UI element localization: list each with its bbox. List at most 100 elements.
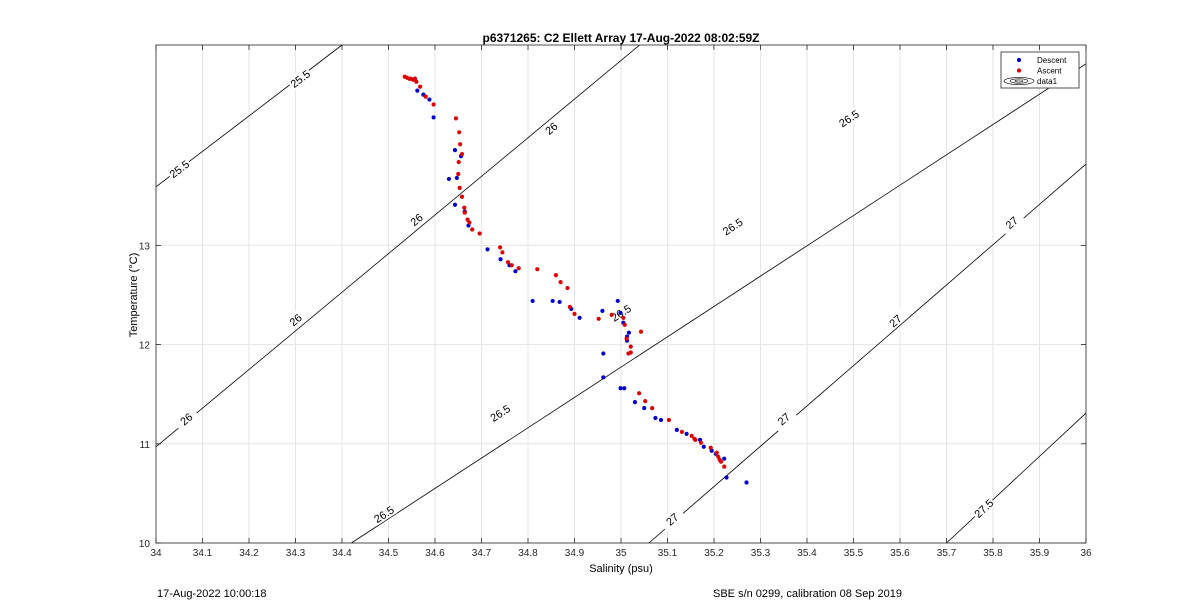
data-point-ascent bbox=[596, 316, 601, 321]
isopycnal-label-bg bbox=[172, 405, 200, 432]
isopycnal-label-bg bbox=[770, 405, 797, 432]
isopycnal-label-bg bbox=[881, 307, 909, 334]
x-tick-label: 34 bbox=[150, 548, 162, 559]
data-point-ascent bbox=[456, 159, 461, 165]
chart-title: p6371265: C2 Ellett Array 17-Aug-2022 08… bbox=[482, 31, 759, 45]
legend-marker-ascent bbox=[1016, 68, 1022, 73]
data-point-descent bbox=[513, 269, 518, 274]
x-tick-label: 36 bbox=[1080, 548, 1092, 559]
data-point-ascent bbox=[505, 260, 511, 265]
isopycnal-27-5 bbox=[946, 412, 1087, 544]
y-tick-label: 13 bbox=[139, 241, 151, 252]
data-point-ascent bbox=[714, 450, 719, 455]
data-point-ascent bbox=[708, 445, 713, 450]
data-point-descent bbox=[722, 456, 727, 461]
data-point-descent bbox=[674, 427, 679, 433]
data-point-ascent bbox=[565, 285, 570, 291]
data-point-ascent bbox=[516, 266, 521, 271]
data-point-ascent bbox=[624, 336, 629, 341]
series-ascent bbox=[402, 74, 727, 469]
data-point-descent bbox=[577, 315, 582, 320]
data-point-descent bbox=[431, 115, 436, 120]
data-point-descent bbox=[658, 417, 664, 423]
x-tick-label: 35.9 bbox=[1030, 548, 1050, 559]
isopycnal-label-bg bbox=[281, 306, 309, 333]
data-point-ascent bbox=[500, 250, 505, 255]
x-tick-label: 34.3 bbox=[286, 548, 306, 559]
isopycnal-label-bg bbox=[718, 214, 746, 239]
x-tick-label: 34.8 bbox=[518, 548, 538, 559]
data-point-descent bbox=[622, 386, 627, 391]
isopycnal-label-bg bbox=[286, 65, 314, 91]
y-tick-label: 11 bbox=[140, 440, 151, 451]
legend-box bbox=[1000, 51, 1080, 89]
data-point-ascent bbox=[689, 433, 694, 438]
data-point-ascent bbox=[456, 171, 461, 177]
data-point-ascent bbox=[418, 84, 423, 89]
data-point-ascent bbox=[622, 322, 627, 327]
data-point-descent bbox=[601, 351, 606, 356]
data-point-ascent bbox=[553, 273, 559, 278]
data-point-descent bbox=[684, 431, 689, 436]
data-point-descent bbox=[427, 97, 432, 102]
data-point-descent bbox=[618, 310, 623, 315]
isopycnal-26 bbox=[155, 44, 640, 448]
data-point-ascent bbox=[572, 311, 577, 316]
grid-lines bbox=[155, 45, 1087, 544]
data-point-ascent bbox=[459, 152, 465, 157]
data-point-descent bbox=[701, 444, 706, 449]
isopycnal-label-bg bbox=[970, 494, 997, 521]
data-point-ascent bbox=[457, 185, 462, 190]
x-tick-label: 34.4 bbox=[332, 548, 352, 559]
x-tick-label: 35 bbox=[615, 548, 627, 559]
data-point-descent bbox=[632, 400, 638, 405]
data-point-ascent bbox=[453, 116, 459, 121]
footer-timestamp: 17-Aug-2022 10:00:18 bbox=[157, 588, 267, 600]
data-point-ascent bbox=[628, 344, 633, 349]
isopycnal-26-5 bbox=[351, 63, 1087, 544]
isopycnal-label-bg bbox=[165, 156, 193, 182]
data-point-descent bbox=[600, 308, 605, 313]
contour-ring bbox=[1014, 79, 1024, 83]
data-point-descent bbox=[415, 88, 420, 93]
footer-calibration: SBE s/n 0299, calibration 08 Sep 2019 bbox=[713, 588, 902, 600]
x-tick-label: 35.4 bbox=[797, 548, 817, 559]
axis-ticks: 34 34.1 34.2 34.3 34.4 34.5 34.6 34.7 34.8 34.9 35… bbox=[139, 45, 1092, 559]
data-point-descent bbox=[452, 148, 458, 153]
data-point-ascent bbox=[626, 351, 631, 356]
isopycnal-label-bg bbox=[997, 209, 1025, 235]
y-axis-label: Temperature (°C) bbox=[128, 253, 140, 337]
x-tick-label: 35.2 bbox=[704, 548, 724, 559]
x-tick-label: 35.6 bbox=[890, 548, 910, 559]
legend-contour-icon bbox=[1003, 77, 1035, 85]
data-point-ascent bbox=[414, 79, 419, 84]
data-point-descent bbox=[446, 176, 452, 182]
data-point-ascent bbox=[650, 405, 655, 411]
data-point-ascent bbox=[693, 437, 698, 442]
data-point-descent bbox=[724, 475, 729, 480]
data-point-ascent bbox=[718, 459, 724, 464]
data-point-ascent bbox=[467, 220, 472, 225]
data-point-ascent bbox=[621, 315, 626, 320]
data-point-descent bbox=[454, 175, 459, 181]
data-point-ascent bbox=[722, 464, 727, 469]
x-tick-label: 34.1 bbox=[193, 548, 213, 559]
x-tick-label: 35.3 bbox=[751, 548, 771, 559]
data-point-ascent bbox=[477, 231, 482, 236]
legend-label: Descent bbox=[1037, 56, 1067, 65]
data-point-ascent bbox=[637, 391, 642, 396]
data-point-descent bbox=[498, 257, 503, 262]
contour-ring bbox=[1009, 78, 1029, 84]
x-tick-label: 35.8 bbox=[983, 548, 1003, 559]
legend-marker-descent bbox=[1016, 57, 1022, 63]
data-point-ascent bbox=[458, 142, 463, 147]
y-tick-label: 10 bbox=[139, 539, 151, 550]
data-point-descent bbox=[452, 202, 458, 207]
data-point-ascent bbox=[462, 210, 467, 215]
x-tick-label: 34.7 bbox=[472, 548, 492, 559]
data-point-ascent bbox=[423, 94, 428, 99]
data-point-descent bbox=[485, 247, 490, 252]
isopycnal-label-bg bbox=[834, 105, 863, 130]
